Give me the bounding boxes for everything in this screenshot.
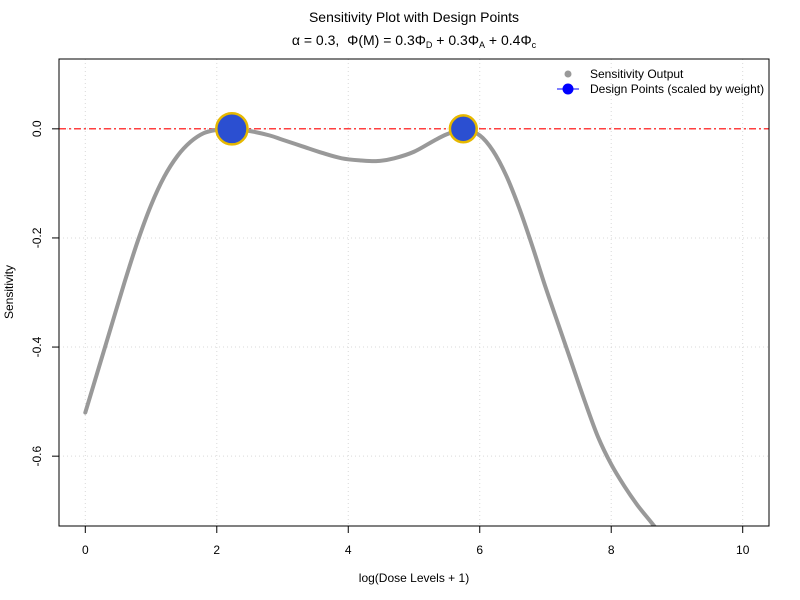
subtitle-sub-a: A: [479, 40, 485, 50]
x-tick-label: 6: [476, 543, 483, 557]
chart-title: Sensitivity Plot with Design Points: [309, 9, 519, 25]
subtitle-phi-m: Φ(M) = 0.3Φ: [347, 32, 426, 48]
y-axis-label: Sensitivity: [2, 265, 16, 319]
x-tick-label: 2: [213, 543, 220, 557]
x-axis-label: log(Dose Levels + 1): [359, 571, 469, 585]
legend-sensitivity-marker: [564, 70, 572, 78]
subtitle-plus-a: + 0.3Φ: [432, 32, 479, 48]
design-point: [448, 114, 478, 144]
series-layer: [83, 126, 657, 526]
y-tick-label: -0.4: [30, 336, 44, 357]
x-tick-label: 8: [608, 543, 615, 557]
plot-frame: [58, 58, 770, 527]
x-tick-label: 0: [82, 543, 89, 557]
design-point: [215, 111, 249, 146]
x-axis: 0 2 4 6 8 10: [82, 526, 750, 557]
legend-design-label: Design Points (scaled by weight): [590, 82, 764, 96]
y-tick-label: -0.6: [30, 446, 44, 467]
legend-sensitivity-label: Sensitivity Output: [590, 67, 684, 81]
legend: Sensitivity Output Design Points (scaled…: [557, 67, 764, 96]
y-tick-label: -0.2: [30, 227, 44, 248]
sensitivity-curve: [83, 126, 657, 526]
subtitle-plus-c: + 0.4Φ: [485, 32, 532, 48]
subtitle-alpha: α = 0.3,: [292, 32, 339, 48]
subtitle-sub-c: c: [532, 40, 537, 50]
design-points-layer: [215, 111, 478, 146]
legend-design-marker: [562, 83, 574, 95]
x-tick-label: 4: [345, 543, 352, 557]
subtitle-sub-d: D: [426, 40, 433, 50]
y-axis: 0.0 -0.2 -0.4 -0.6: [30, 120, 59, 467]
x-tick-label: 10: [736, 543, 750, 557]
y-tick-label: 0.0: [30, 120, 44, 137]
chart-subtitle: α = 0.3, Φ(M) = 0.3ΦD + 0.3ΦA + 0.4Φc: [292, 32, 537, 50]
